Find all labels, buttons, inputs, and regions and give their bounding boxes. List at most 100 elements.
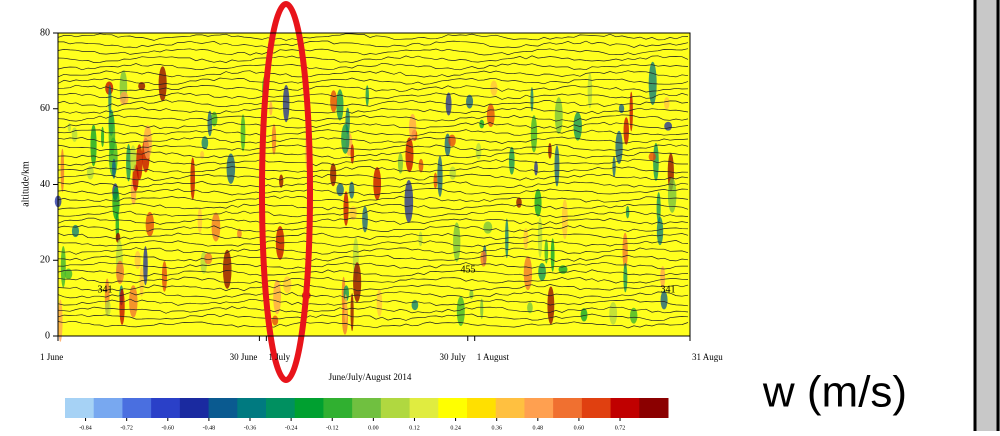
field-blob: [448, 134, 456, 147]
field-blob: [204, 252, 213, 265]
field-blob: [625, 205, 630, 219]
colorbar-cell: [208, 398, 238, 418]
field-blob: [404, 179, 414, 223]
field-blob: [330, 90, 338, 113]
colorbar-cell: [151, 398, 181, 418]
x-tick-label: 1 August: [477, 352, 510, 362]
colorbar-cell: [524, 398, 554, 418]
field-blob: [67, 122, 71, 132]
y-tick-label: 80: [40, 27, 50, 38]
field-blob: [108, 84, 112, 115]
contour-line: [57, 55, 689, 63]
field-blob: [527, 302, 533, 314]
colorbar-cell: [266, 398, 296, 418]
colorbar-tick-label: 0.24: [450, 425, 461, 431]
colorbar-tick-label: 0.00: [368, 425, 379, 431]
field-blob: [469, 289, 474, 299]
colorbar-tick-label: 0.12: [409, 425, 420, 431]
colorbar-cell: [352, 398, 382, 418]
field-blob: [373, 167, 382, 200]
field-blob: [197, 207, 203, 233]
contour-line: [57, 84, 689, 93]
colorbar-cell: [323, 398, 353, 418]
contour-line: [57, 306, 689, 314]
contour-line: [57, 284, 689, 292]
contour-line: [57, 261, 688, 270]
field-blob: [129, 285, 138, 318]
contour-line: [57, 225, 689, 233]
field-blob: [207, 110, 213, 137]
y-tick-label: 20: [40, 255, 50, 266]
highlight-ellipse: [259, 1, 313, 383]
field-blob: [336, 183, 344, 197]
field-blob: [365, 85, 369, 107]
contour-label: 341: [661, 284, 676, 295]
field-blob: [190, 157, 195, 200]
field-blob: [330, 163, 337, 187]
colorbar-tick-label: 0.36: [491, 425, 502, 431]
field-blob: [547, 286, 555, 325]
field-blob: [530, 87, 534, 112]
colorbar-tick-label: -0.12: [326, 425, 339, 431]
field-blob: [64, 268, 73, 280]
field-blob: [538, 262, 546, 281]
field-blob: [211, 111, 218, 127]
field-blob: [112, 186, 120, 220]
field-blob: [271, 315, 279, 326]
field-blob: [71, 224, 80, 238]
contour-line: [57, 320, 689, 329]
colorbar-cell: [581, 398, 612, 418]
field-blob: [71, 127, 78, 142]
contour-line: [57, 129, 689, 137]
contour-line: [57, 33, 689, 41]
contour-line: [57, 313, 689, 321]
field-blob: [143, 125, 152, 159]
field-blob: [618, 103, 625, 114]
colorbar-tick-label: -0.48: [203, 425, 216, 431]
field-blob: [534, 189, 542, 217]
y-axis-label: altitude/km: [20, 161, 31, 207]
field-blob: [350, 293, 354, 332]
field-blob: [609, 301, 618, 325]
contour-line: [57, 158, 688, 167]
colorbar-tick-label: 0.72: [615, 425, 626, 431]
field-blob: [449, 166, 456, 180]
contour-line: [57, 232, 689, 240]
field-blob: [349, 181, 355, 199]
field-blob: [554, 97, 563, 135]
field-blob: [664, 121, 672, 131]
contour-line: [57, 121, 689, 130]
contour-line: [57, 173, 689, 181]
contour-line: [57, 151, 689, 159]
field-blob: [237, 228, 242, 239]
field-blob: [200, 150, 205, 159]
field-blob: [116, 260, 124, 284]
field-blob: [129, 145, 137, 172]
field-blob: [483, 221, 493, 234]
field-blob: [349, 206, 357, 221]
field-blob: [350, 144, 355, 164]
contour-line: [57, 240, 689, 248]
field-blob: [623, 117, 629, 145]
field-blob: [456, 296, 465, 327]
field-blob: [411, 299, 419, 311]
field-blob: [138, 81, 146, 91]
field-blob: [101, 126, 105, 148]
contour-line: [57, 136, 689, 144]
contour-line: [57, 107, 689, 115]
field-blob: [273, 279, 282, 315]
field-blob: [508, 146, 515, 175]
x-tick-label: 31 Augu: [692, 352, 723, 362]
contour-label: 341: [98, 284, 113, 295]
field-blob: [282, 84, 290, 123]
field-blob: [397, 152, 404, 174]
side-panel: [975, 0, 1000, 431]
field-blob: [660, 290, 668, 310]
contour-line: [57, 188, 689, 196]
colorbar-cell: [380, 398, 411, 418]
colorbar-tick-label: 0.60: [574, 425, 585, 431]
field-blob: [623, 262, 628, 293]
field-blob: [615, 130, 623, 164]
colorbar-tick-label: -0.60: [162, 425, 175, 431]
field-blob: [336, 89, 344, 121]
